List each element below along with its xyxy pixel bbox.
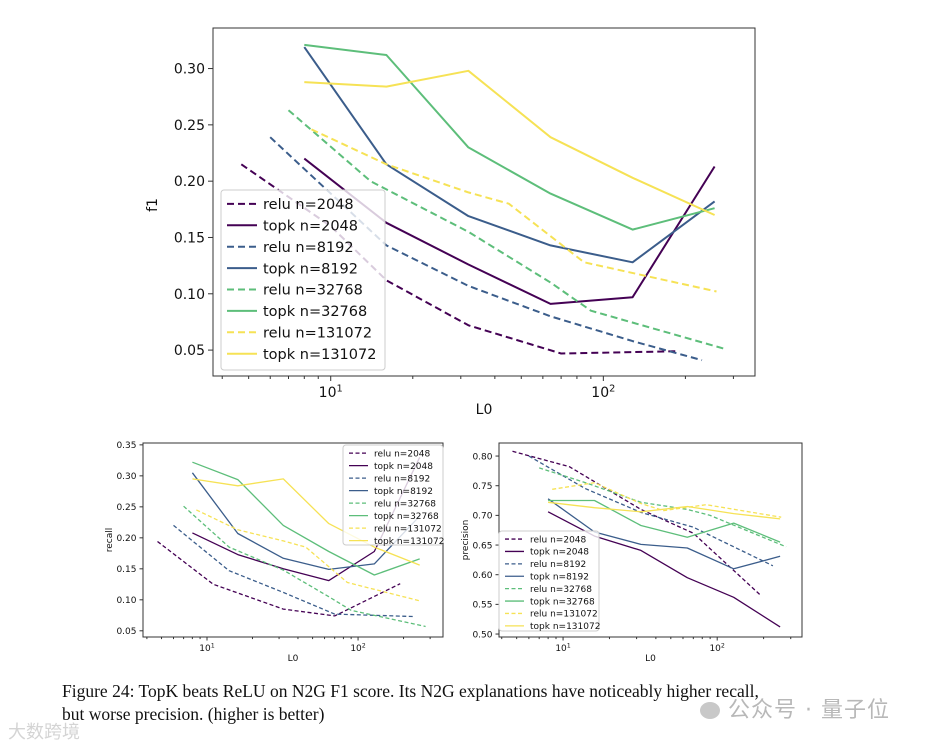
x-tick-label: 102 xyxy=(591,384,615,402)
y-axis-label: precision xyxy=(461,520,471,561)
legend-label: topk n=8192 xyxy=(263,261,358,277)
y-axis-label: recall xyxy=(105,528,115,553)
series-line-relu-n-131072 xyxy=(196,509,421,602)
series-line-relu-n-131072 xyxy=(552,482,782,518)
chart-precision: 0.50 0.55 0.60 0.65 0.70 0.75 0.80 101 102 L0 prec… xyxy=(461,442,803,664)
legend-label: topk n=8192 xyxy=(374,487,433,497)
chart-f1: 0.05 0.10 0.15 0.20 0.25 0.30 101 102 L0 f1 relu n… xyxy=(145,27,756,418)
legend-label: topk n=8192 xyxy=(530,573,589,583)
y-tick-label: 0.20 xyxy=(174,174,205,190)
legend-label: topk n=32768 xyxy=(374,512,439,522)
series-line-relu-n-2048 xyxy=(157,540,401,617)
y-tick-label: 0.65 xyxy=(472,541,492,551)
legend-label: relu n=32768 xyxy=(263,283,363,299)
legend-label: topk n=2048 xyxy=(263,219,358,235)
y-tick-label: 0.50 xyxy=(472,630,492,640)
legend-label: relu n=32768 xyxy=(374,499,436,509)
series-line-topk-n-131072 xyxy=(548,501,781,520)
series-line-topk-n-131072 xyxy=(304,69,716,216)
legend-label: topk n=2048 xyxy=(530,548,589,558)
legend-label: topk n=32768 xyxy=(530,597,595,607)
series-line-relu-n-131072 xyxy=(311,128,717,293)
x-tick-label: 102 xyxy=(709,642,724,654)
x-axis-label: L0 xyxy=(288,654,299,664)
wechat-icon xyxy=(700,702,720,719)
legend-label: topk n=2048 xyxy=(374,462,433,472)
legend: relu n=2048 topk n=2048 relu n=8192 topk n=… xyxy=(220,189,386,371)
legend-label: topk n=32768 xyxy=(263,304,367,320)
legend: relu n=2048 topk n=2048 relu n=8192 topk n=… xyxy=(342,444,444,547)
x-axis-label: L0 xyxy=(645,654,656,664)
y-tick-label: 0.25 xyxy=(174,118,205,134)
series-line-topk-n-32768 xyxy=(192,461,420,576)
legend-label: topk n=131072 xyxy=(530,622,600,632)
legend-label: relu n=8192 xyxy=(530,560,586,570)
series-line-topk-n-32768 xyxy=(304,43,715,231)
legend-label: relu n=8192 xyxy=(374,474,430,484)
y-tick-label: 0.30 xyxy=(174,62,205,78)
y-tick-label: 0.70 xyxy=(472,512,492,522)
legend-label: relu n=2048 xyxy=(530,535,587,545)
legend-box xyxy=(342,444,444,546)
legend-label: relu n=8192 xyxy=(263,240,354,256)
series-line-relu-n-8192 xyxy=(173,524,413,618)
y-tick-label: 0.60 xyxy=(472,571,492,581)
plot-frame xyxy=(212,27,756,377)
x-tick-label: 101 xyxy=(319,384,343,402)
series-line-relu-n-32768 xyxy=(183,505,426,628)
x-axis-label: L0 xyxy=(476,402,493,418)
y-tick-label: 0.80 xyxy=(472,452,492,462)
caption-line-2: but worse precision. (higher is better) xyxy=(62,704,325,724)
series-line-topk-n-8192 xyxy=(547,498,781,570)
legend-label: relu n=2048 xyxy=(263,197,354,213)
legend-label: relu n=131072 xyxy=(263,326,372,342)
x-tick-label: 102 xyxy=(350,642,365,654)
y-tick-label: 0.10 xyxy=(116,596,136,606)
legend-label: relu n=2048 xyxy=(374,449,431,459)
y-tick-label: 0.55 xyxy=(472,601,492,611)
x-tick-label: 101 xyxy=(555,642,570,654)
legend-label: topk n=131072 xyxy=(263,347,376,363)
y-tick-label: 0.20 xyxy=(116,534,136,544)
legend-label: relu n=131072 xyxy=(530,610,598,620)
series-line-topk-n-8192 xyxy=(191,472,421,571)
legend-box xyxy=(498,530,600,632)
legend-box xyxy=(220,189,386,371)
legend-label: relu n=32768 xyxy=(530,585,592,595)
legend: relu n=2048 topk n=2048 relu n=8192 topk n=… xyxy=(498,530,600,632)
figure-caption: Figure 24: TopK beats ReLU on N2G F1 sco… xyxy=(62,680,862,726)
series-line-relu-n-32768 xyxy=(287,109,726,350)
y-tick-label: 0.30 xyxy=(116,472,136,482)
y-tick-label: 0.05 xyxy=(174,343,205,359)
wechat-watermark: 公众号 · 量子位 xyxy=(700,692,890,724)
y-tick-label: 0.15 xyxy=(116,565,136,575)
series-line-topk-n-32768 xyxy=(548,499,781,543)
caption-line-1: Figure 24: TopK beats ReLU on N2G F1 sco… xyxy=(62,681,759,701)
y-axis-label: f1 xyxy=(145,198,161,212)
y-tick-label: 0.05 xyxy=(116,627,136,637)
corner-watermark: 大数跨境 xyxy=(8,722,80,743)
legend-label: topk n=131072 xyxy=(374,537,444,547)
y-tick-label: 0.25 xyxy=(116,503,136,513)
series-line-topk-n-131072 xyxy=(192,478,420,566)
series-line-relu-n-2048 xyxy=(512,450,761,596)
legend-label: relu n=131072 xyxy=(374,524,442,534)
y-tick-label: 0.75 xyxy=(472,482,492,492)
series-line-topk-n-8192 xyxy=(303,46,716,264)
chart-recall: 0.05 0.10 0.15 0.20 0.25 0.30 0.35 101 102 L0 reca… xyxy=(105,441,444,664)
y-tick-label: 0.15 xyxy=(174,231,205,247)
y-tick-label: 0.10 xyxy=(174,287,205,303)
series-line-relu-n-32768 xyxy=(539,467,787,548)
y-tick-label: 0.35 xyxy=(116,441,136,451)
x-tick-label: 101 xyxy=(199,642,214,654)
wechat-watermark-text: 公众号 · 量子位 xyxy=(728,698,890,723)
